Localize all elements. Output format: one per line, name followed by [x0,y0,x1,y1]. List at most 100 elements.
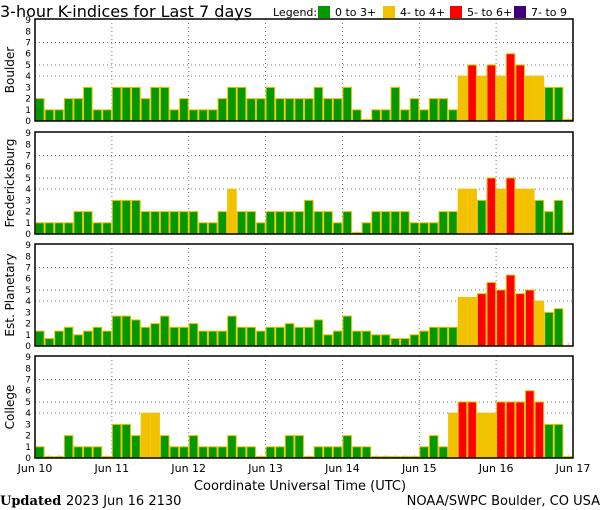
bar [284,435,295,459]
bar [246,98,256,122]
bar [35,222,45,235]
bar [409,334,420,347]
bar [371,211,381,235]
bar [54,222,64,235]
bar [44,222,55,235]
bar [515,188,525,235]
bar [179,326,189,347]
updated-label: Updated [0,494,61,509]
legend-item-label: 4- to 4+ [400,6,445,19]
bar [361,222,372,235]
bar [83,86,93,122]
y-tick-label: 7 [25,39,31,49]
bar [304,199,314,235]
y-tick-label: 0 [25,230,31,240]
x-axis-label: Coordinate Universal Time (UTC) [194,479,406,494]
bar [150,211,160,235]
y-tick-label: 9 [25,16,31,26]
x-tick-label: Jun 10 [17,462,53,475]
bar [246,446,256,459]
bar [505,53,516,122]
panel-frame [34,355,574,459]
bar [419,109,429,122]
bar [496,289,506,347]
bar [236,326,247,347]
bar [207,109,218,122]
y-tick-label: 7 [25,264,31,274]
panel-label: College [3,385,17,430]
bar [553,308,564,347]
bar [448,211,458,235]
x-tick-label: Jun 14 [324,462,360,475]
bar [159,315,170,347]
bar [217,98,228,122]
bar [428,326,439,347]
bar [294,435,304,459]
bar [332,446,343,459]
bar [217,330,228,347]
y-tick-label: 6 [25,387,31,397]
bar [380,211,391,235]
bar [524,75,535,122]
x-tick-label: Jun 13 [247,462,283,475]
bar [169,326,180,347]
bar [476,75,487,122]
panel-frame [34,131,574,235]
bar [111,199,122,235]
bar [342,315,353,347]
y-tick-label: 5 [25,286,31,296]
y-tick-label: 0 [25,342,31,352]
bar [150,86,160,122]
bar [284,98,295,122]
y-tick-label: 4 [25,297,31,307]
panel-frame [34,18,574,122]
bar [63,435,74,459]
bar [515,64,525,122]
y-tick-label: 1 [25,331,31,341]
bar [54,109,64,122]
bar [236,211,247,235]
bar [73,98,84,122]
x-tick-label: Jun 11 [94,462,130,475]
y-tick-label: 1 [25,219,31,229]
bar [63,326,74,347]
bar [332,222,343,235]
bar [524,390,535,459]
bar [332,330,343,347]
legend-label: Legend: [273,6,317,19]
bar [169,446,180,459]
y-tick-label: 1 [25,106,31,116]
bar [515,401,525,459]
bar [35,446,45,459]
bar [111,423,122,459]
bar [544,311,554,347]
bar [544,211,554,235]
y-tick-label: 6 [25,163,31,173]
bar [217,211,228,235]
bar [54,330,64,347]
legend-swatch [450,6,462,18]
bar [323,211,333,235]
legend-swatch [383,6,395,18]
bar [400,211,410,235]
legend-swatch [318,6,330,18]
bar [467,64,477,122]
bar [534,75,545,122]
bar [35,98,45,122]
bar [380,334,391,347]
bar [438,326,449,347]
bar [246,326,256,347]
bar [553,423,564,459]
bar [428,98,439,122]
bar [467,296,477,347]
bar [505,401,516,459]
bar [486,412,497,459]
bar [159,86,170,122]
bar [198,446,208,459]
bar [438,446,449,459]
bar [457,75,468,122]
bar [73,334,84,347]
